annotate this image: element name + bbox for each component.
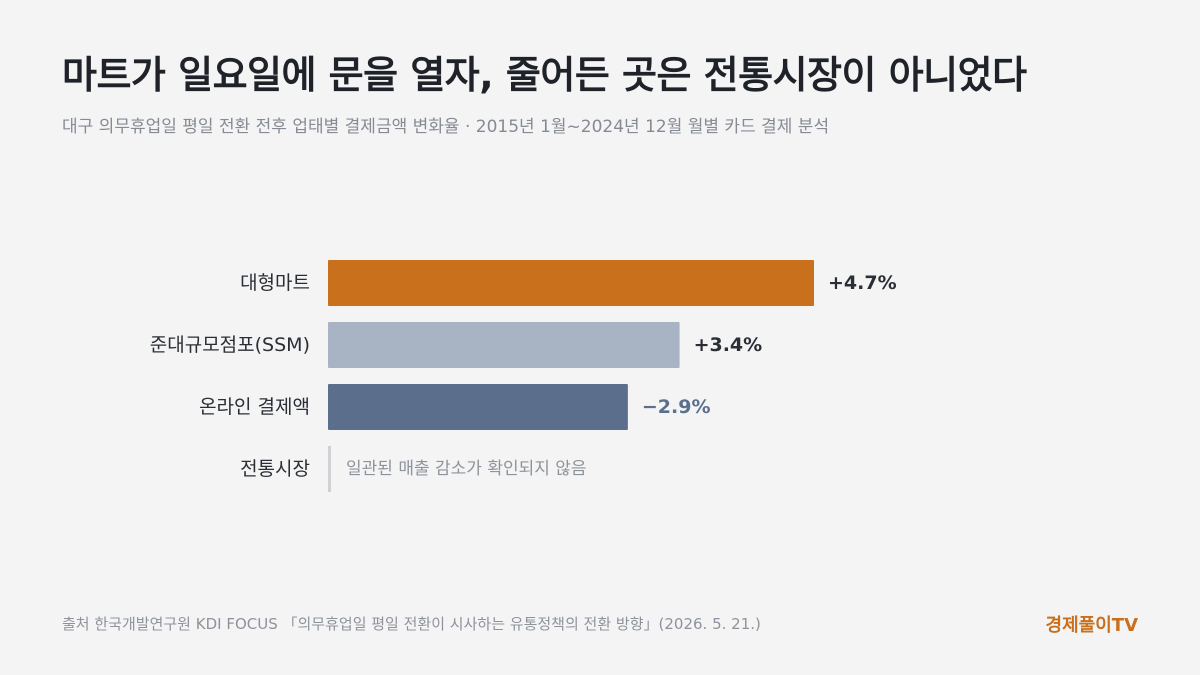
value-label: +3.4% [694, 334, 763, 356]
source-note: 출처 한국개발연구원 KDI FOCUS 「의무휴업일 평일 전환이 시사하는 … [62, 615, 761, 633]
category-label: 온라인 결제액 [199, 396, 310, 418]
category-label: 준대규모점포(SSM) [150, 334, 310, 356]
bar [328, 322, 680, 368]
chart-subtitle: 대구 의무휴업일 평일 전환 전후 업태별 결제금액 변화율 · 2015년 1… [62, 117, 830, 137]
value-label: −2.9% [642, 396, 711, 418]
category-label: 전통시장 [240, 458, 310, 480]
note-label: 일관된 매출 감소가 확인되지 않음 [346, 459, 587, 479]
bar [328, 260, 814, 306]
bar [328, 384, 628, 430]
brand-logo: 경제풀이TV [1045, 615, 1138, 636]
category-label: 대형마트 [240, 272, 310, 294]
chart-title: 마트가 일요일에 문을 열자, 줄어든 곳은 전통시장이 아니었다 [62, 53, 1027, 97]
value-label: +4.7% [828, 272, 897, 294]
no-data-marker [328, 446, 331, 492]
